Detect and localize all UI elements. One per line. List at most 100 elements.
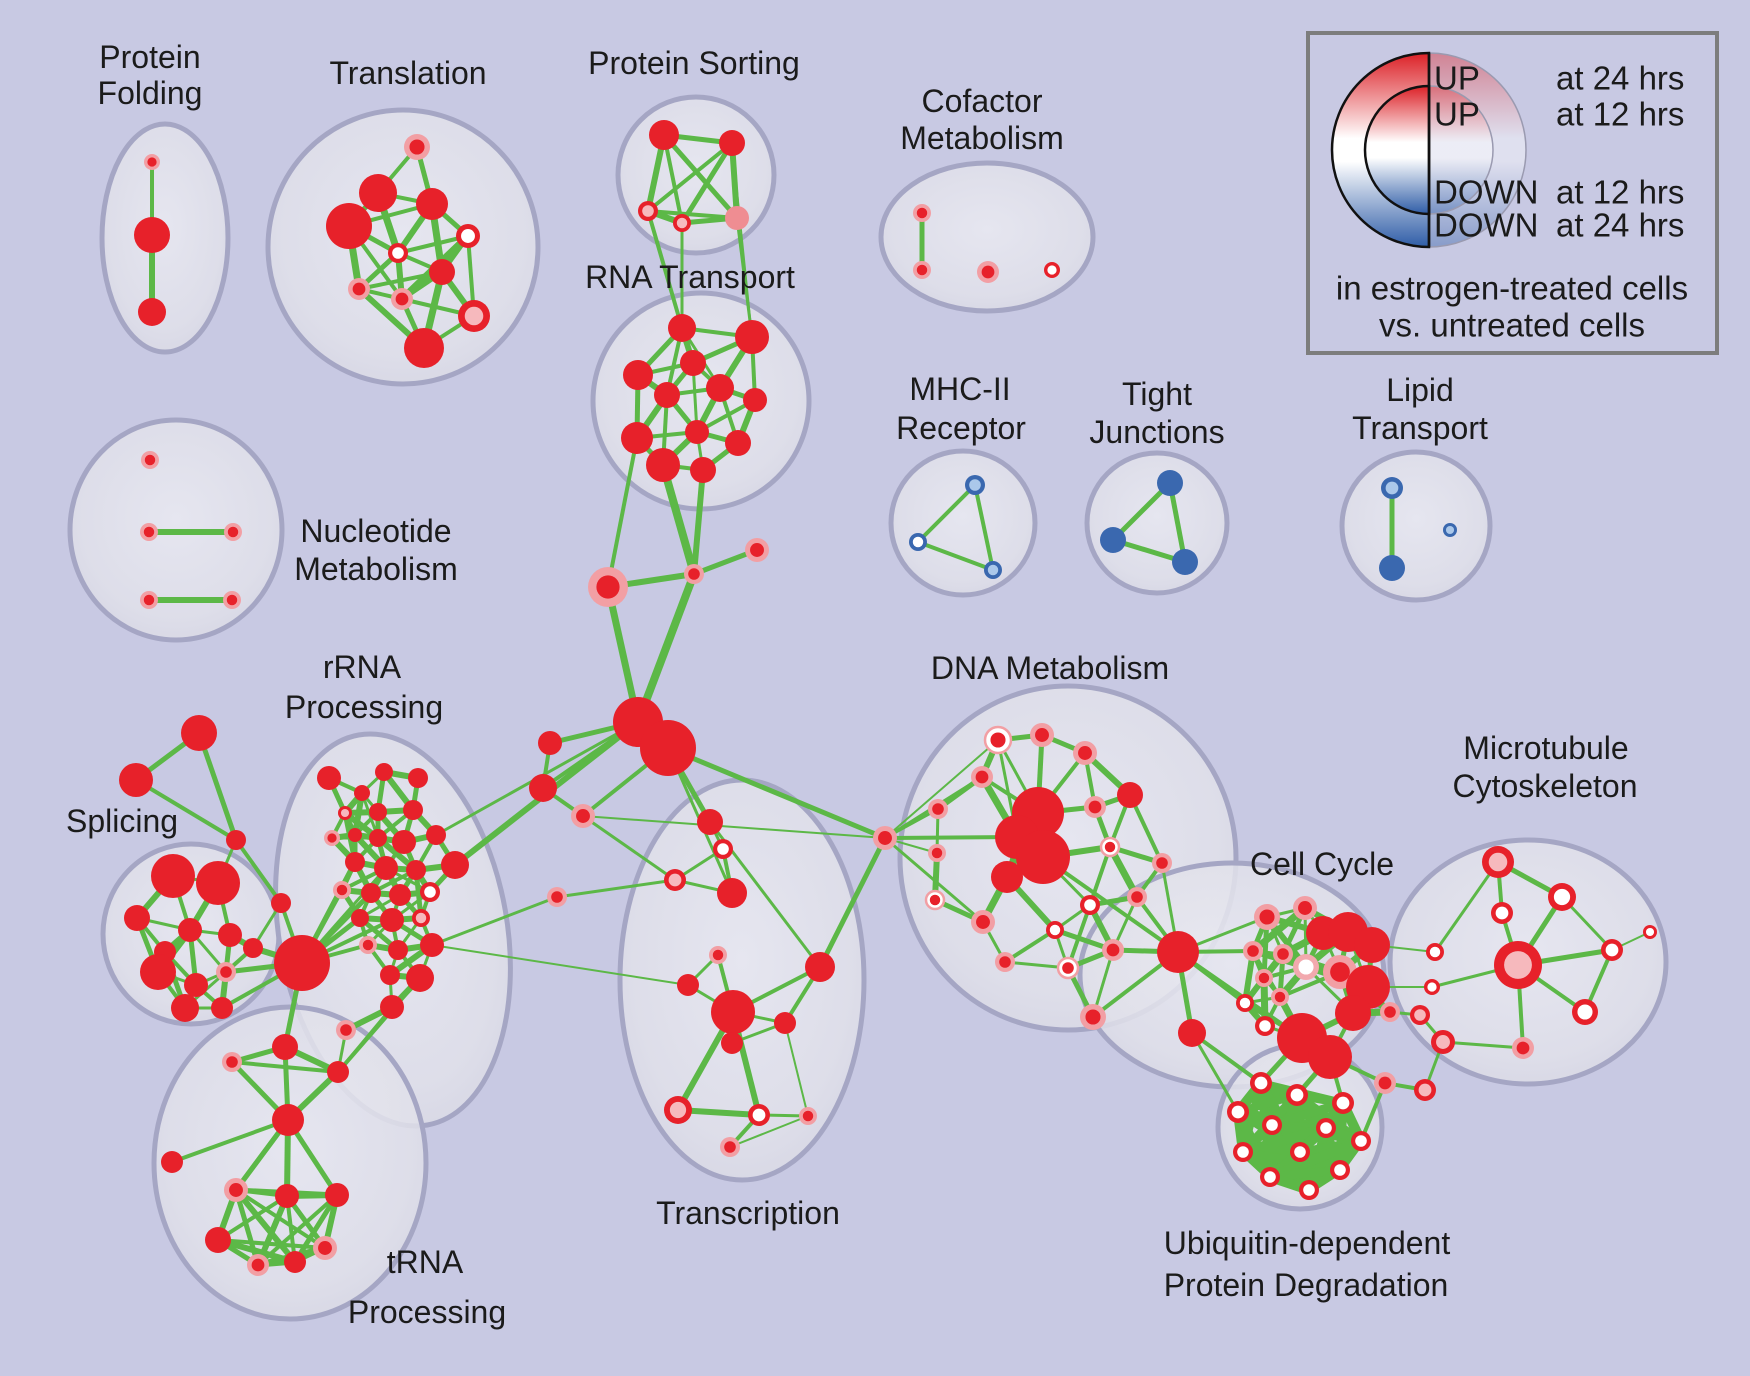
- cluster-label: Tight: [1122, 376, 1192, 412]
- network-node: [211, 997, 233, 1019]
- network-node-core: [1504, 951, 1532, 979]
- network-node-core: [1384, 1006, 1396, 1018]
- network-node-core: [1049, 924, 1061, 936]
- cluster-label: Nucleotide: [300, 513, 451, 549]
- network-node: [706, 374, 734, 402]
- network-node: [284, 1251, 306, 1273]
- network-node: [1379, 555, 1405, 581]
- network-edge: [1270, 1098, 1345, 1130]
- network-node-core: [147, 157, 157, 167]
- network-node-core: [1495, 906, 1509, 920]
- network-node-core: [1577, 1004, 1593, 1020]
- network-node-core: [976, 915, 990, 929]
- network-node-core: [1266, 1119, 1278, 1131]
- network-node: [151, 854, 195, 898]
- network-node: [711, 990, 755, 1034]
- network-node: [991, 861, 1023, 893]
- cluster-label: DNA Metabolism: [931, 650, 1169, 686]
- network-node: [1178, 1019, 1206, 1047]
- network-node: [369, 829, 387, 847]
- network-node-core: [1553, 888, 1571, 906]
- network-node: [345, 852, 365, 872]
- network-node: [380, 908, 404, 932]
- network-node-core: [576, 809, 590, 823]
- cluster-bubble-lipid-transport: [1339, 449, 1493, 603]
- network-node-core: [969, 479, 981, 491]
- network-node-core: [340, 1024, 352, 1036]
- network-node-core: [1156, 857, 1168, 869]
- network-node: [1117, 782, 1143, 808]
- network-node: [406, 860, 426, 880]
- network-node: [388, 940, 408, 960]
- network-node-core: [717, 843, 729, 855]
- network-node-core: [1445, 525, 1455, 535]
- network-node: [1354, 927, 1390, 963]
- cluster-label: Processing: [285, 689, 443, 725]
- cluster-label: Folding: [98, 75, 203, 111]
- network-node-core: [1131, 891, 1143, 903]
- network-node: [181, 715, 217, 751]
- network-node-core: [932, 803, 944, 815]
- cluster-label: Metabolism: [900, 120, 1064, 156]
- network-node: [621, 422, 653, 454]
- network-node: [196, 861, 240, 905]
- network-node: [178, 918, 202, 942]
- network-node-core: [1259, 909, 1275, 925]
- network-node: [426, 825, 446, 845]
- network-node-core: [931, 847, 943, 859]
- network-node-core: [1516, 1041, 1530, 1055]
- network-edge: [336, 1006, 394, 1073]
- network-node-core: [226, 594, 238, 606]
- network-node: [743, 388, 767, 412]
- network-edge: [1167, 482, 1188, 563]
- network-edge: [679, 141, 735, 225]
- network-node-core: [1645, 927, 1655, 937]
- network-node: [416, 188, 448, 220]
- cluster-label: rRNA: [323, 649, 402, 685]
- network-node: [327, 1061, 349, 1083]
- network-edge: [973, 484, 995, 571]
- network-node-core: [1294, 1146, 1306, 1158]
- network-node: [380, 965, 400, 985]
- cluster-label: Processing: [348, 1294, 506, 1330]
- network-node: [721, 1032, 743, 1054]
- network-node: [677, 974, 699, 996]
- network-node-core: [1378, 1076, 1392, 1090]
- network-edge: [233, 1188, 298, 1264]
- network-node-core: [409, 139, 425, 155]
- network-node-core: [395, 292, 409, 306]
- network-node: [441, 851, 469, 879]
- network-node-core: [712, 949, 724, 961]
- network-edge: [1190, 1031, 1263, 1085]
- network-node: [226, 830, 246, 850]
- network-node-core: [318, 1241, 332, 1255]
- network-node: [161, 1151, 183, 1173]
- cluster-bubble-mhc-ii-receptor: [888, 448, 1038, 598]
- network-node: [697, 809, 723, 835]
- cluster-label: Transcription: [656, 1195, 840, 1231]
- network-node-core: [1104, 841, 1116, 853]
- network-node: [1308, 1035, 1352, 1079]
- network-node: [205, 1227, 231, 1253]
- network-node-core: [1237, 1146, 1249, 1158]
- network-edge: [634, 572, 698, 724]
- legend-direction-0: UP: [1434, 60, 1480, 97]
- cluster-label: Transport: [1352, 410, 1488, 446]
- network-edge: [647, 209, 738, 220]
- legend-direction-1: UP: [1434, 96, 1480, 133]
- network-node: [171, 994, 199, 1022]
- cluster-label: Junctions: [1089, 414, 1224, 450]
- network-node: [654, 382, 680, 408]
- network-node-core: [1239, 997, 1251, 1009]
- network-node-core: [1414, 1009, 1426, 1021]
- network-node-core: [724, 1141, 736, 1153]
- network-node-core: [1436, 1035, 1450, 1049]
- network-node-core: [878, 831, 892, 845]
- network-node-core: [144, 454, 156, 466]
- network-node: [374, 856, 398, 880]
- network-node: [325, 1183, 349, 1207]
- network-node: [354, 785, 370, 801]
- network-edge: [729, 1115, 809, 1148]
- network-edge: [171, 1118, 289, 1164]
